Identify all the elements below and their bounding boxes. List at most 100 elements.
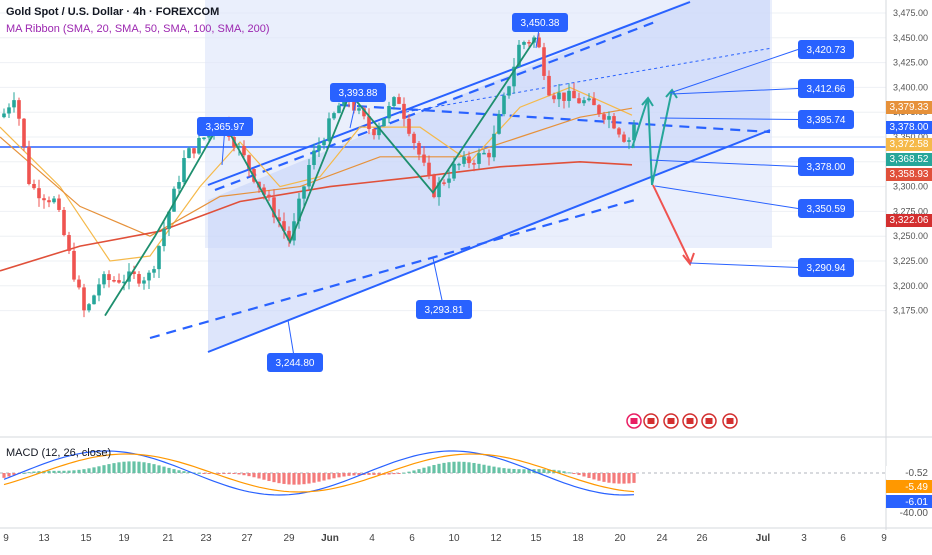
time-tick-label: 21 <box>162 533 174 544</box>
candle-body <box>92 295 96 305</box>
candle-body <box>27 146 31 184</box>
candle-body <box>537 37 541 48</box>
price-callout[interactable] <box>330 83 386 102</box>
macd-legend[interactable]: MACD (12, 26, close) <box>6 447 112 459</box>
macd-histogram-bar <box>627 473 631 484</box>
macd-histogram-bar <box>602 473 606 482</box>
price-callout[interactable] <box>798 40 854 59</box>
price-callout[interactable] <box>416 300 472 319</box>
price-callout-label: 3,350.59 <box>807 204 846 215</box>
macd-histogram-bar <box>252 473 256 478</box>
macd-badge <box>886 495 932 508</box>
price-callout[interactable] <box>267 353 323 372</box>
candle-body <box>142 280 146 284</box>
macd-histogram-bar <box>127 461 131 473</box>
symbol-title[interactable]: Gold Spot / U.S. Dollar · 4h · FOREXCOM <box>6 6 220 18</box>
macd-histogram-bar <box>312 473 316 483</box>
candle-body <box>462 156 466 164</box>
candle-body <box>592 98 596 106</box>
price-callout[interactable] <box>798 110 854 129</box>
candle-body <box>607 116 611 120</box>
price-badge: 3,368.52 <box>886 153 932 166</box>
callout-leader <box>669 49 799 94</box>
callout-leader <box>689 262 799 268</box>
macd-histogram-bar <box>2 473 6 478</box>
callout-leader <box>649 159 799 167</box>
macd-histogram-bar <box>77 469 81 473</box>
macd-histogram-bar <box>152 464 156 473</box>
macd-histogram-bar <box>397 473 401 474</box>
price-tick-label: 3,175.00 <box>893 306 928 316</box>
price-callout[interactable] <box>798 199 854 218</box>
macd-histogram-bar <box>517 469 521 473</box>
candle-body <box>522 42 526 45</box>
candle-body <box>337 105 341 114</box>
macd-histogram-bar <box>227 473 231 474</box>
candle-body <box>527 42 531 44</box>
macd-histogram-bar <box>407 471 411 473</box>
macd-histogram-bar <box>272 473 276 483</box>
macd-histogram-bar <box>527 469 531 473</box>
candle-body <box>477 153 481 164</box>
macd-histogram-bar <box>432 465 436 473</box>
candle-body <box>457 163 461 166</box>
time-tick-label: 13 <box>38 533 50 544</box>
price-callout[interactable] <box>798 258 854 277</box>
moving-average-line <box>0 107 633 237</box>
projection-path-down <box>652 184 691 263</box>
price-callout[interactable] <box>798 79 854 98</box>
ma-ribbon-legend[interactable]: MA Ribbon (SMA, 20, SMA, 50, SMA, 100, S… <box>6 23 270 35</box>
candle-body <box>497 114 501 134</box>
macd-histogram-bar <box>162 466 166 473</box>
macd-badge <box>886 466 932 479</box>
candle-body <box>242 146 246 156</box>
candle-body <box>582 100 586 104</box>
macd-histogram-bar <box>302 473 306 485</box>
candle-body <box>562 92 566 101</box>
macd-histogram-bar <box>67 470 71 473</box>
macd-histogram-bar <box>577 473 581 476</box>
candle-body <box>202 137 206 140</box>
macd-histogram-bar <box>157 465 161 473</box>
candle-body <box>492 133 496 158</box>
macd-histogram-bar <box>27 472 31 474</box>
macd-histogram-bar <box>307 473 311 484</box>
candle-body <box>52 198 56 203</box>
candle-body <box>177 182 181 189</box>
candle-body <box>312 150 316 166</box>
time-tick-label: Jun <box>321 533 339 544</box>
candle-body <box>112 280 116 282</box>
candle-body <box>557 92 561 100</box>
time-tick-label: 18 <box>572 533 584 544</box>
macd-histogram-bar <box>472 462 476 473</box>
macd-histogram-bar <box>82 469 86 473</box>
candle-body <box>272 197 276 218</box>
price-callout[interactable] <box>512 13 568 32</box>
candle-body <box>467 156 471 164</box>
price-callout[interactable] <box>197 117 253 136</box>
macd-histogram-bar <box>197 472 201 474</box>
candle-body <box>22 118 26 147</box>
candle-body <box>487 152 491 158</box>
ascending-channel <box>208 0 770 352</box>
time-tick-label: 6 <box>409 533 415 544</box>
macd-histogram-bar <box>207 473 211 474</box>
macd-histogram-bar <box>287 473 291 485</box>
candle-body <box>422 154 426 163</box>
candle-body <box>307 165 311 187</box>
macd-histogram-bar <box>557 470 561 473</box>
projection-path-up <box>631 89 673 186</box>
macd-histogram-bar <box>622 473 626 484</box>
candle-body <box>187 148 191 159</box>
price-callout[interactable] <box>798 157 854 176</box>
macd-histogram-bar <box>372 473 376 475</box>
price-callout-label: 3,412.66 <box>807 84 846 95</box>
candle-body <box>317 145 321 151</box>
macd-histogram-bar <box>587 473 591 478</box>
macd-histogram-bar <box>502 468 506 473</box>
macd-histogram-bar <box>542 469 546 473</box>
candle-body <box>397 97 401 104</box>
macd-histogram-bar <box>367 473 371 475</box>
time-tick-label: 15 <box>80 533 92 544</box>
